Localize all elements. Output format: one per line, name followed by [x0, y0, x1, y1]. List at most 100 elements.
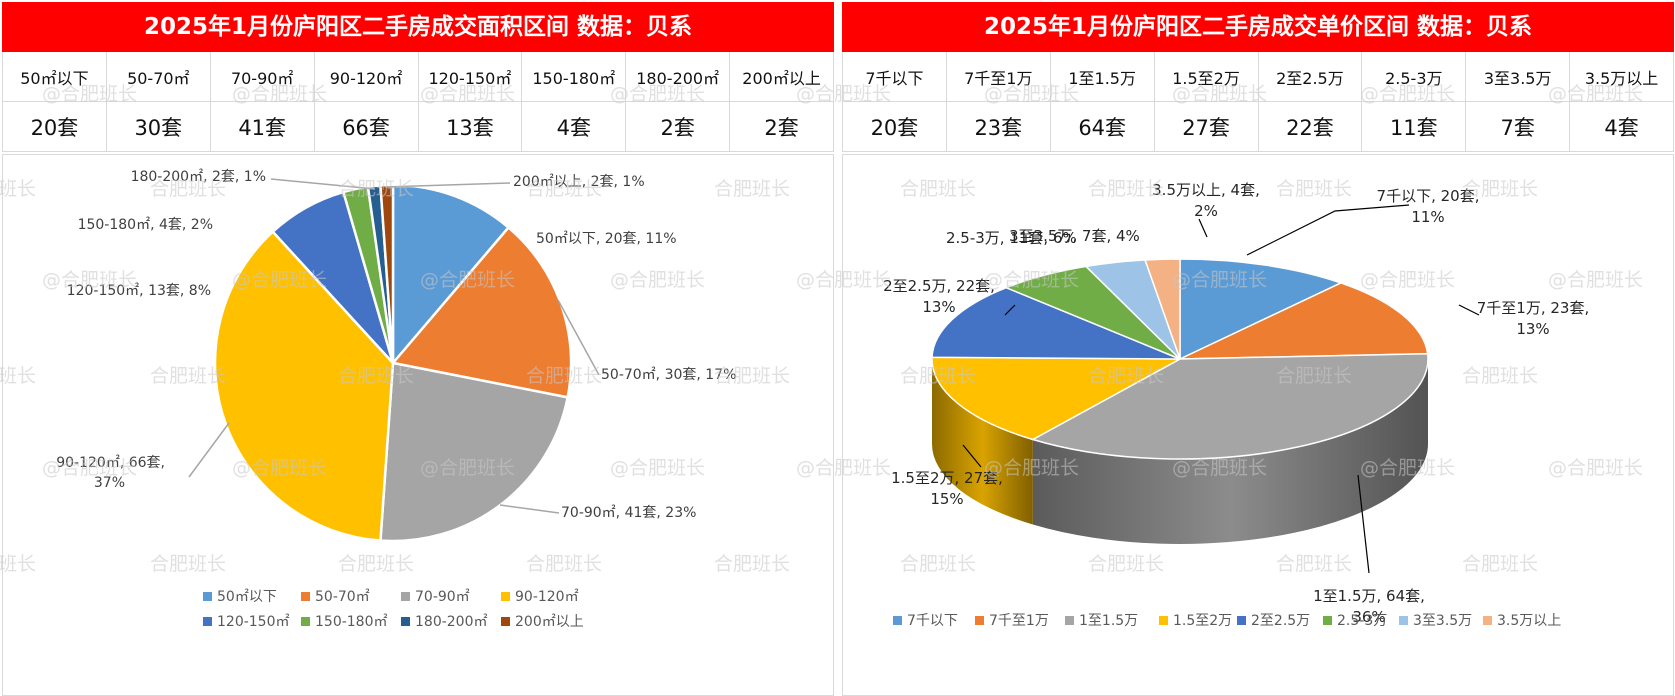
- legend-swatch: [975, 616, 984, 625]
- legend-label: 1至1.5万: [1079, 613, 1138, 629]
- data-label: 2.5-3万, 11套, 6%: [946, 229, 1077, 247]
- area-value-cell: 20套: [3, 102, 107, 152]
- legend-swatch: [1483, 616, 1492, 625]
- data-label: 7千至1万, 23套, 13%: [1477, 299, 1589, 338]
- leader-line: [499, 504, 560, 514]
- price-panel: 2025年1月份庐阳区二手房成交单价区间 数据：贝系 7千以下 7千至1万 1至…: [842, 0, 1674, 696]
- data-label: 120-150㎡, 13套, 8%: [67, 283, 211, 299]
- legend-label: 7千至1万: [989, 613, 1049, 629]
- area-value-cell: 2套: [626, 102, 731, 152]
- price-header-cell: 3至3.5万: [1466, 52, 1571, 102]
- price-value-cell: 64套: [1050, 102, 1155, 152]
- area-header-cell: 50-70㎡: [106, 52, 211, 102]
- area-panel: 2025年1月份庐阳区二手房成交面积区间 数据：贝系 50㎡以下 50-70㎡ …: [2, 0, 834, 696]
- price-value-cell: 4套: [1570, 102, 1674, 152]
- legend-label: 150-180㎡: [315, 614, 388, 630]
- pie-slice: [1144, 258, 1181, 360]
- legend-swatch: [401, 617, 410, 626]
- legend-swatch: [1065, 616, 1074, 625]
- area-header-cell: 70-90㎡: [210, 52, 315, 102]
- legend-swatch: [203, 617, 212, 626]
- area-header-cell: 50㎡以下: [3, 52, 107, 102]
- price-header-cell: 2至2.5万: [1258, 52, 1363, 102]
- data-label: 180-200㎡, 2套, 1%: [131, 169, 266, 185]
- pie-slice: [379, 361, 570, 543]
- data-label: 1至1.5万, 64套, 36%: [1313, 587, 1425, 626]
- price-table: 7千以下 7千至1万 1至1.5万 1.5至2万 2至2.5万 2.5-3万 3…: [842, 52, 1674, 152]
- legend-swatch: [1237, 616, 1246, 625]
- data-label: 150-180㎡, 4套, 2%: [78, 217, 213, 233]
- area-value-cell: 30套: [106, 102, 211, 152]
- pie-side: [932, 359, 1033, 525]
- pie-slice: [213, 229, 395, 542]
- data-label: 90-120㎡, 66套, 37%: [56, 455, 165, 491]
- area-chart-box: 50㎡以下, 20套, 11% 50-70㎡, 30套, 17% 70-90㎡, 4…: [2, 154, 834, 696]
- legend-swatch: [401, 592, 410, 601]
- data-label: 70-90㎡, 41套, 23%: [561, 505, 696, 521]
- price-value-cell: 22套: [1258, 102, 1363, 152]
- legend-swatch: [203, 592, 212, 601]
- leader-line: [962, 444, 982, 468]
- pie-slice: [1179, 282, 1429, 360]
- legend-label: 50㎡以下: [217, 589, 277, 605]
- data-label: 50㎡以下, 20套, 11%: [536, 231, 677, 247]
- leader-line: [1246, 204, 1410, 256]
- data-label: 1.5至2万, 27套, 15%: [891, 469, 1003, 508]
- price-header-cell: 1至1.5万: [1050, 52, 1155, 102]
- pie-slice: [379, 183, 395, 364]
- legend-label: 70-90㎡: [415, 589, 470, 605]
- price-chart-box: 7千以下, 20套, 11% 7千至1万, 23套, 13% 1至1.5万, 64套, 3…: [842, 154, 1674, 696]
- pie-slice: [1030, 352, 1429, 460]
- legend-swatch: [1399, 616, 1408, 625]
- legend-swatch: [501, 617, 510, 626]
- pie-slice: [391, 183, 511, 367]
- price-value-cell: 11套: [1362, 102, 1467, 152]
- price-value-cell: 20套: [843, 102, 947, 152]
- area-value-cell: 4套: [522, 102, 627, 152]
- area-value-cell: 13套: [418, 102, 523, 152]
- legend-label: 200㎡以上: [515, 614, 584, 630]
- legend-label: 180-200㎡: [415, 614, 488, 630]
- leader-line: [1004, 304, 1016, 316]
- legend-swatch: [301, 617, 310, 626]
- leader-line: [188, 422, 230, 478]
- legend-swatch: [893, 616, 902, 625]
- data-label: 7千以下, 20套, 11%: [1377, 187, 1480, 226]
- area-title: 2025年1月份庐阳区二手房成交面积区间 数据：贝系: [2, 2, 834, 52]
- price-value-cell: 7套: [1466, 102, 1571, 152]
- area-header-cell: 180-200㎡: [626, 52, 731, 102]
- pie-slice: [931, 356, 1183, 441]
- leader-line: [1198, 218, 1208, 238]
- data-label: 3.5万以上, 4套, 2%: [1152, 181, 1260, 220]
- price-title: 2025年1月份庐阳区二手房成交单价区间 数据：贝系: [842, 2, 1674, 52]
- legend-label: 50-70㎡: [315, 589, 370, 605]
- legend-label: 7千以下: [907, 613, 958, 629]
- price-value-cell: 23套: [946, 102, 1051, 152]
- leader-line: [1458, 304, 1480, 316]
- price-header-cell: 7千至1万: [946, 52, 1051, 102]
- pie-slice: [1179, 258, 1343, 361]
- price-header-cell: 3.5万以上: [1570, 52, 1674, 102]
- legend-label: 120-150㎡: [217, 614, 290, 630]
- data-label: 2至2.5万, 22套, 13%: [883, 277, 995, 316]
- data-label: 3至3.5万, 7套, 4%: [1009, 227, 1140, 245]
- pie-side: [1032, 359, 1428, 544]
- legend-label: 1.5至2万: [1173, 613, 1232, 629]
- legend-label: 2.5-3万: [1337, 613, 1387, 629]
- area-header-cell: 120-150㎡: [418, 52, 523, 102]
- legend-label: 90-120㎡: [515, 589, 579, 605]
- legend-label: 3.5万以上: [1497, 613, 1561, 629]
- legend-swatch: [1323, 616, 1332, 625]
- data-label: 200㎡以上, 2套, 1%: [513, 174, 645, 190]
- area-value-cell: 66套: [314, 102, 419, 152]
- legend-swatch: [501, 592, 510, 601]
- leader-line: [384, 182, 511, 188]
- area-value-cell: 2套: [730, 102, 834, 152]
- area-pie-chart: 50㎡以下, 20套, 11% 50-70㎡, 30套, 17% 70-90㎡, 4…: [56, 169, 736, 630]
- legend-swatch: [1159, 616, 1168, 625]
- area-header-cell: 90-120㎡: [314, 52, 419, 102]
- legend-label: 3至3.5万: [1413, 613, 1472, 629]
- legend-label: 2至2.5万: [1251, 613, 1310, 629]
- price-header-cell: 7千以下: [843, 52, 947, 102]
- area-header-cell: 150-180㎡: [522, 52, 627, 102]
